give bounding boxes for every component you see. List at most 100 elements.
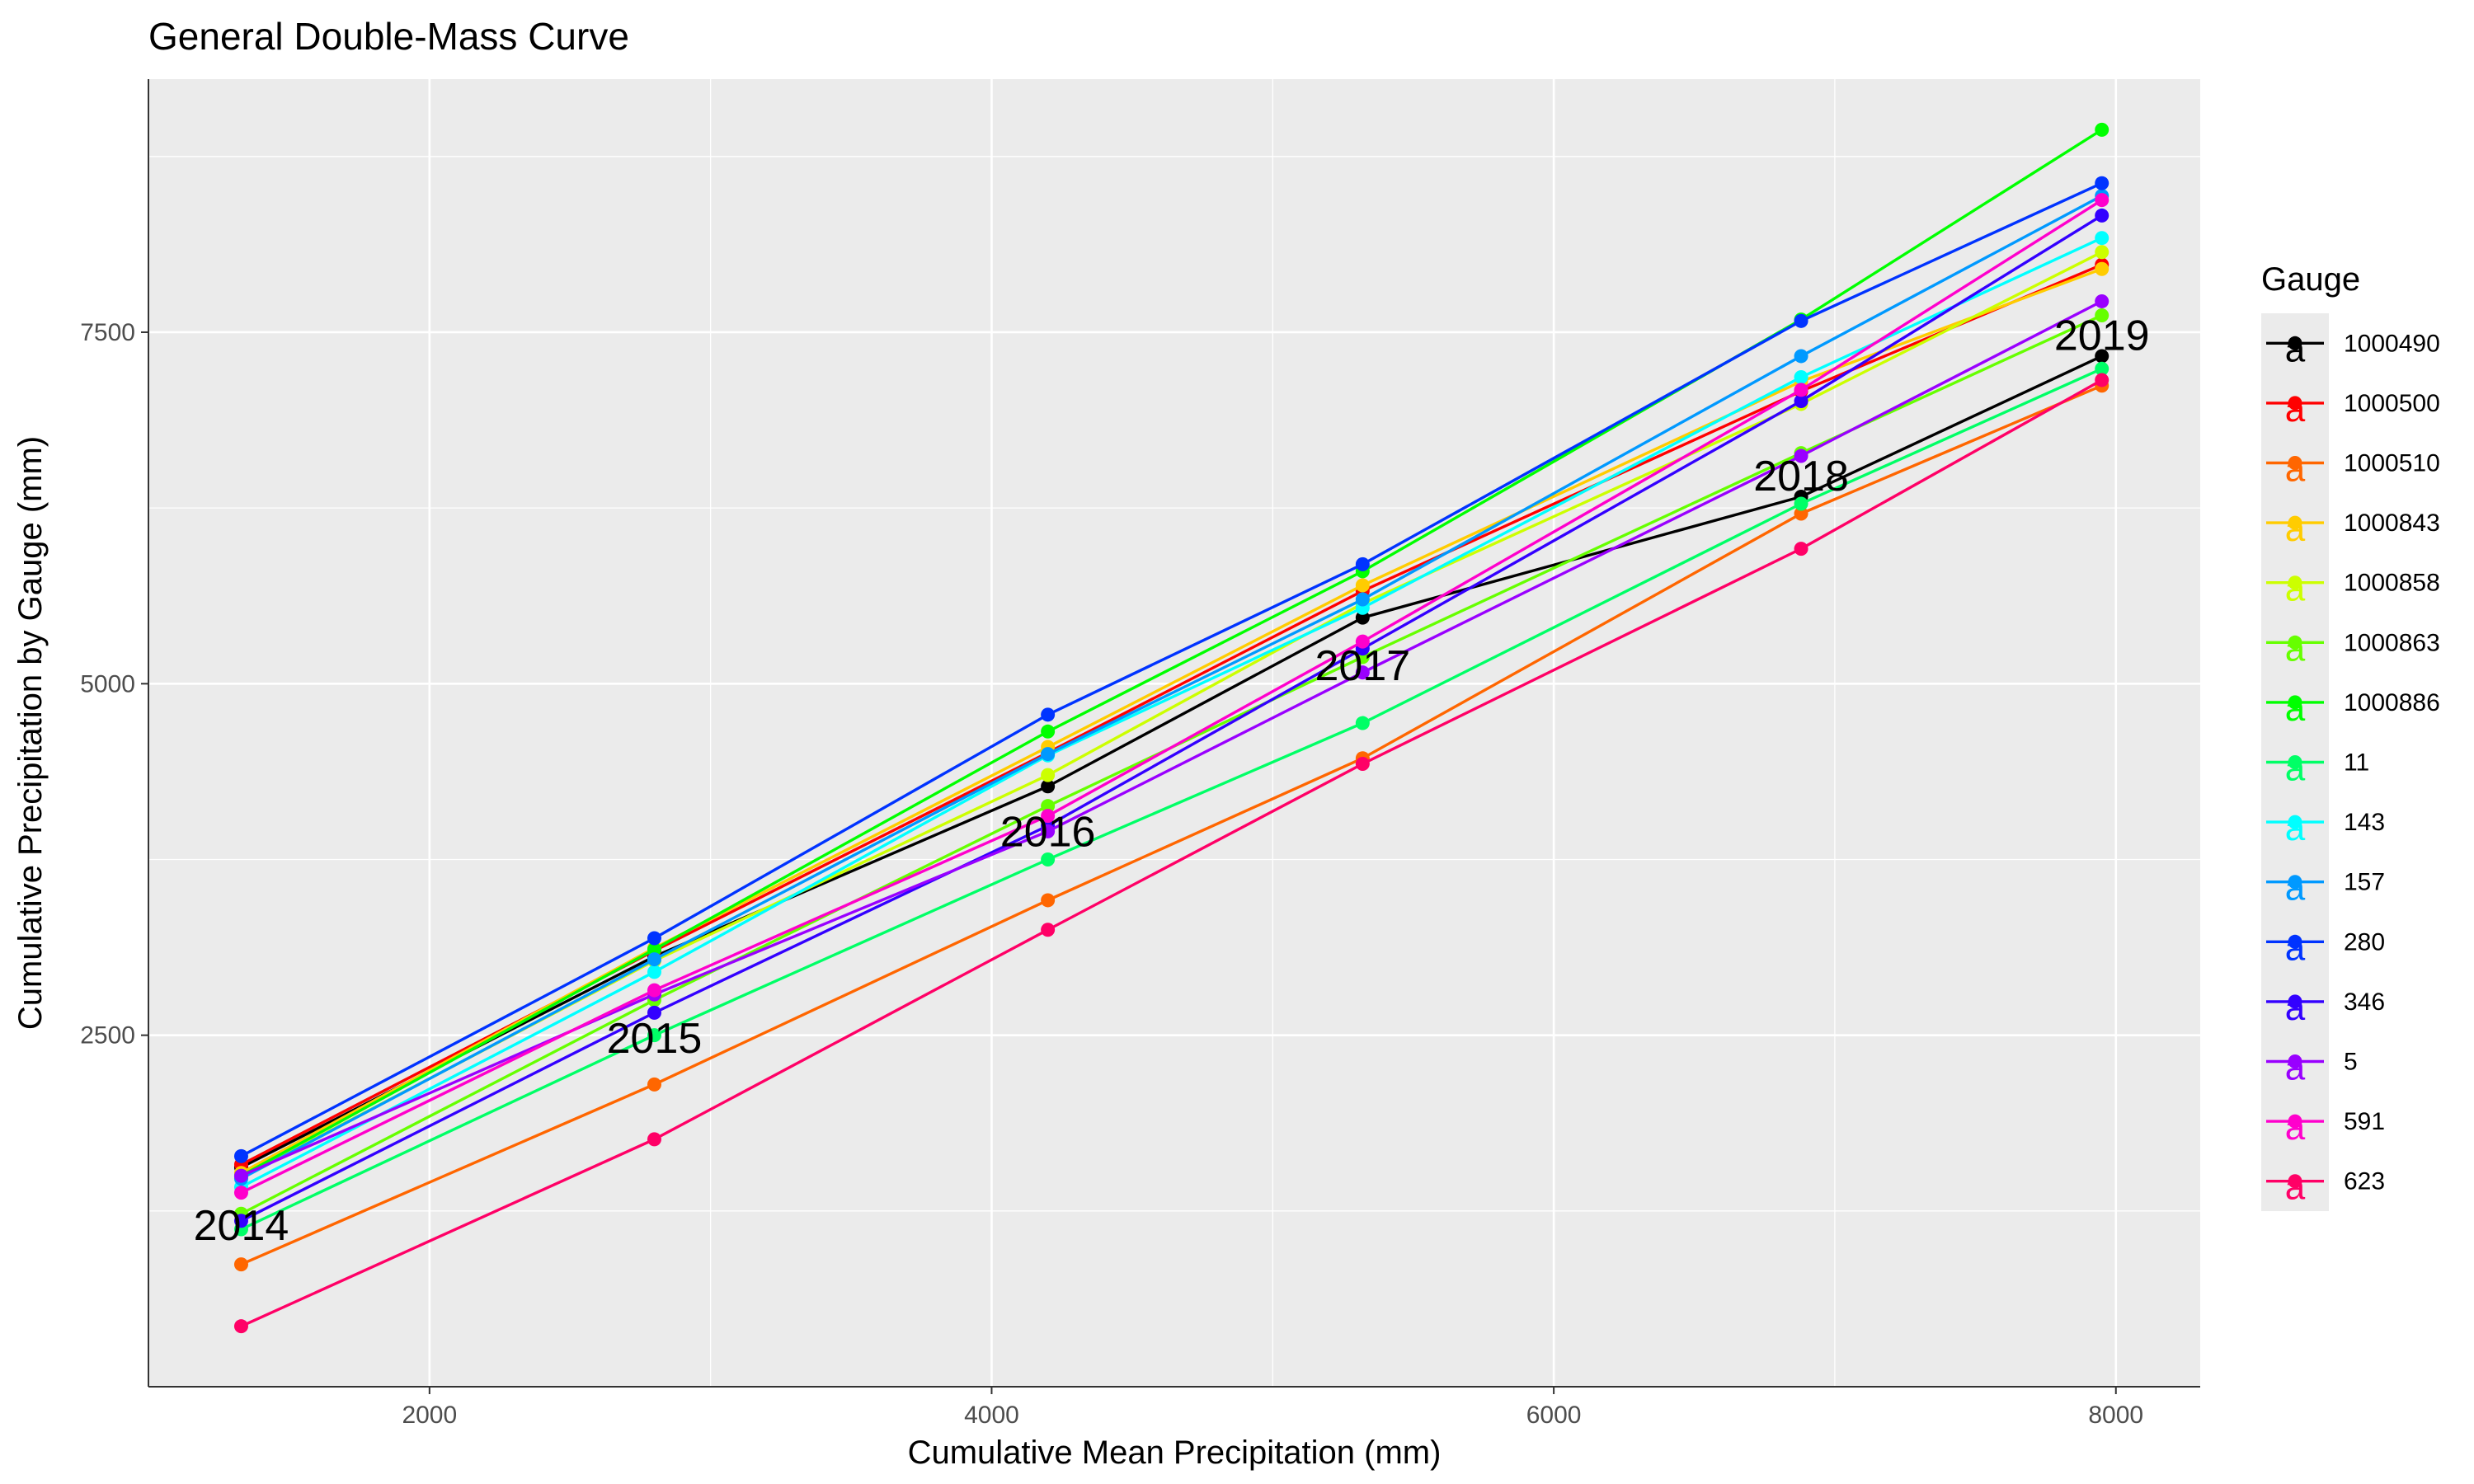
legend-key-point	[2288, 336, 2302, 350]
legend-item-1000490: a 1000490	[2266, 329, 2440, 369]
legend-key-point	[2288, 456, 2302, 470]
legend-item-591: a 591	[2266, 1107, 2385, 1148]
data-point	[2095, 373, 2109, 387]
data-point	[233, 1319, 248, 1334]
series-layer	[233, 122, 2109, 1334]
series-346	[233, 208, 2109, 1228]
legend-label: 143	[2344, 809, 2385, 836]
data-point	[1041, 852, 1056, 866]
series-623	[233, 373, 2109, 1334]
series-line	[240, 378, 2103, 1328]
legend-key-point	[2288, 875, 2302, 890]
legend-item-1000863: a 1000863	[2266, 628, 2440, 669]
legend-key-glyph: a	[2285, 389, 2306, 430]
legend-item-143: a 143	[2266, 808, 2385, 848]
legend-key-glyph: a	[2285, 1167, 2306, 1208]
data-point	[647, 952, 661, 967]
legend-key-glyph: a	[2285, 749, 2306, 789]
legend-label: 1000490	[2344, 330, 2440, 357]
legend-items: a 1000490 a 1000500 a 1000510 a 1000843 a 1000858…	[2266, 329, 2440, 1208]
data-point	[647, 1132, 661, 1147]
series-line	[240, 355, 2103, 1169]
data-point	[1794, 349, 1808, 364]
legend-key-glyph: a	[2285, 988, 2306, 1028]
x-axis-title: Cumulative Mean Precipitation (mm)	[908, 1435, 1442, 1471]
series-line	[240, 237, 2103, 1189]
legend-item-1000510: a 1000510	[2266, 449, 2440, 490]
legend-item-623: a 623	[2266, 1167, 2385, 1208]
data-point	[1794, 542, 1808, 556]
data-point	[1794, 383, 1808, 397]
legend-key-glyph: a	[2285, 1107, 2306, 1148]
legend-key-glyph: a	[2285, 928, 2306, 968]
data-point	[1041, 923, 1056, 937]
data-point	[1041, 724, 1056, 739]
legend-label: 1000510	[2344, 450, 2440, 477]
year-labels: 2014 2015 2016 2017 2018 2019	[194, 312, 2150, 1250]
chart-title: General Double-Mass Curve	[148, 15, 629, 58]
data-point	[1041, 768, 1056, 782]
legend-item-1000500: a 1000500	[2266, 389, 2440, 430]
data-point	[647, 931, 661, 946]
data-point	[1794, 496, 1808, 511]
legend-item-346: a 346	[2266, 988, 2385, 1028]
series-280	[233, 176, 2109, 1163]
legend-key-point	[2288, 695, 2302, 710]
data-point	[2095, 231, 2109, 246]
data-point	[647, 942, 661, 957]
data-point	[1355, 757, 1370, 772]
data-point	[2095, 349, 2109, 364]
data-point	[1794, 448, 1808, 463]
data-point	[1355, 634, 1370, 649]
legend-key-point	[2288, 575, 2302, 590]
legend-key-glyph: a	[2285, 509, 2306, 549]
data-point	[233, 1186, 248, 1200]
y-tick-label: 2500	[80, 1022, 135, 1050]
legend-label: 1000858	[2344, 570, 2440, 597]
data-point	[2095, 308, 2109, 323]
data-point	[2095, 176, 2109, 190]
legend-label: 11	[2344, 749, 2369, 777]
year-label: 2014	[194, 1202, 289, 1250]
x-tick-label: 6000	[1526, 1402, 1582, 1429]
legend-label: 1000863	[2344, 629, 2440, 656]
legend-key-glyph: a	[2285, 329, 2306, 369]
data-point	[1041, 799, 1056, 814]
legend-label: 5	[2344, 1049, 2358, 1076]
data-point	[2095, 208, 2109, 223]
data-point	[1041, 747, 1056, 762]
legend-item-280: a 280	[2266, 928, 2385, 968]
series-line	[240, 384, 2103, 1266]
data-point	[1355, 578, 1370, 593]
data-point	[1794, 370, 1808, 385]
legend-item-1000858: a 1000858	[2266, 569, 2440, 609]
series-line	[240, 194, 2103, 1181]
data-point	[2095, 361, 2109, 376]
data-point	[1355, 610, 1370, 625]
legend-label: 623	[2344, 1168, 2385, 1195]
year-label: 2015	[607, 1015, 703, 1063]
legend: Gauge a 1000490 a 1000500 a 1000510 a 1000843 a 1…	[2261, 261, 2440, 1211]
series-line	[240, 128, 2103, 1177]
legend-key-point	[2288, 994, 2302, 1009]
data-point	[1041, 707, 1056, 722]
legend-item-11: a 11	[2266, 749, 2369, 789]
legend-label: 1000843	[2344, 510, 2440, 537]
legend-key-glyph: a	[2285, 808, 2306, 848]
legend-key-glyph: a	[2285, 628, 2306, 669]
legend-key-glyph: a	[2285, 688, 2306, 729]
data-point	[647, 965, 661, 979]
year-label: 2017	[1315, 642, 1411, 690]
legend-key-glyph: a	[2285, 1048, 2306, 1088]
legend-key-point	[2288, 635, 2302, 650]
data-point	[233, 1257, 248, 1272]
legend-key-point	[2288, 1174, 2302, 1189]
y-axis-ticks: 2500 5000 7500	[80, 319, 148, 1050]
x-tick-label: 2000	[402, 1402, 457, 1429]
y-tick-label: 7500	[80, 319, 135, 346]
legend-label: 346	[2344, 989, 2385, 1016]
legend-key-glyph: a	[2285, 449, 2306, 490]
legend-item-157: a 157	[2266, 868, 2385, 909]
